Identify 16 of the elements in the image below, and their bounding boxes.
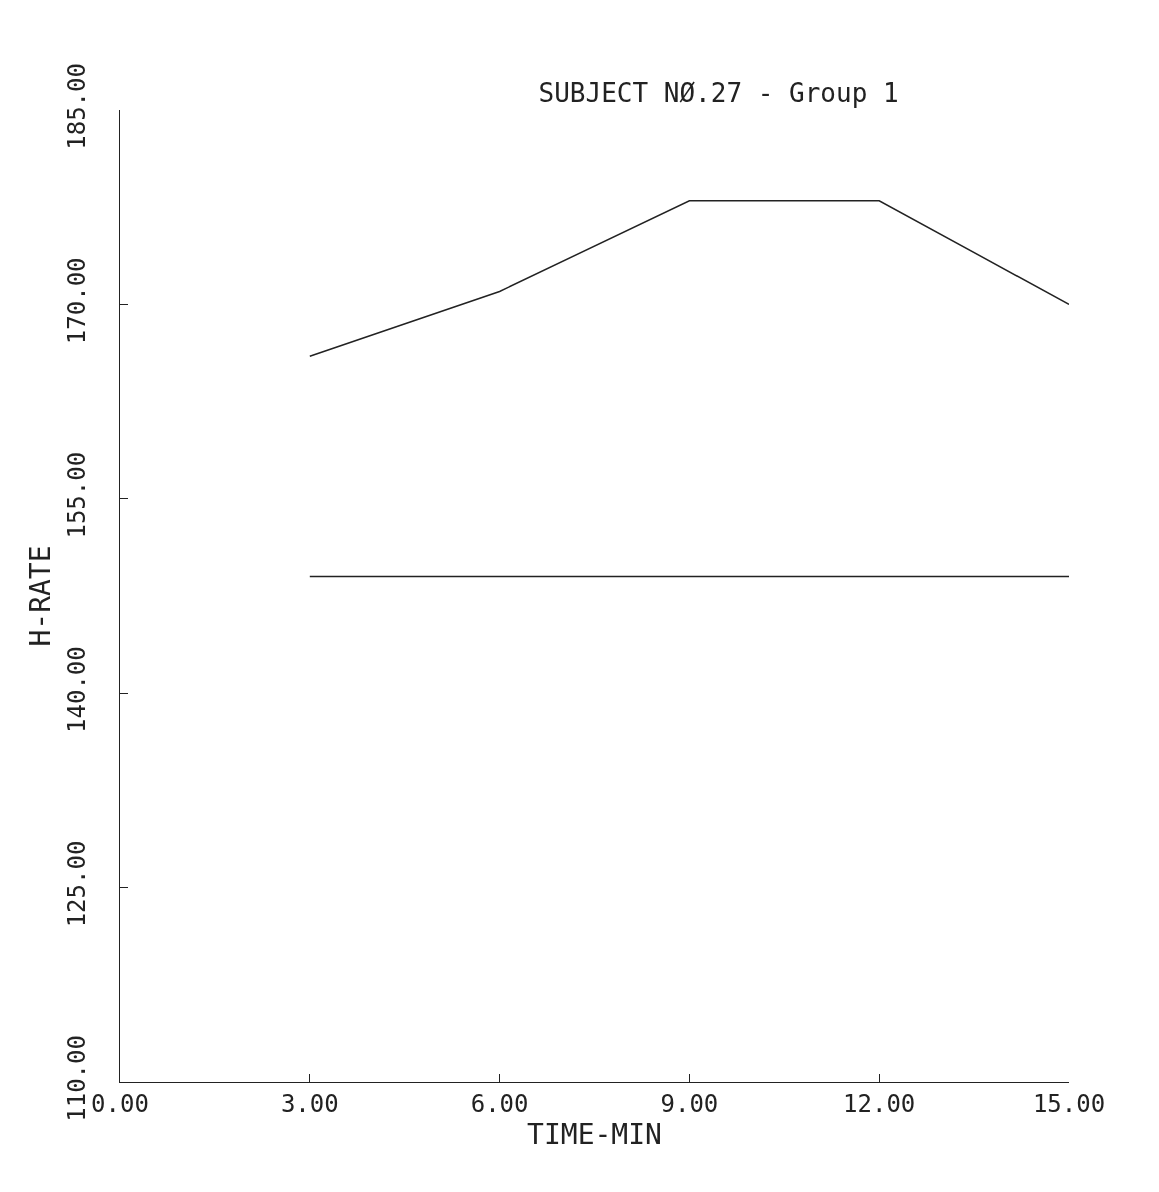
x-tick-label: 6.00 (470, 1089, 529, 1118)
y-tick-label: 140.00 (63, 646, 92, 733)
y-tick-label: 185.00 (63, 63, 92, 150)
y-tick-label: 110.00 (63, 1035, 92, 1122)
x-tick-label: 3.00 (280, 1089, 339, 1118)
chart-title: SUBJECT NØ.27 - Group 1 (538, 77, 899, 108)
y-tick-label: 170.00 (63, 257, 92, 345)
y-axis-title: H-RATE (24, 545, 58, 647)
line-series (309, 199, 1069, 357)
x-tick-label: 15.00 (1032, 1089, 1106, 1118)
x-tick-label: 9.00 (660, 1089, 719, 1118)
x-tick-label: 0.00 (91, 1089, 149, 1118)
y-tick-label: 155.00 (63, 451, 92, 539)
x-axis-title: TIME-MIN (527, 1117, 662, 1151)
x-tick-label: 12.00 (843, 1089, 916, 1118)
y-tick-label: 125.00 (63, 840, 92, 928)
